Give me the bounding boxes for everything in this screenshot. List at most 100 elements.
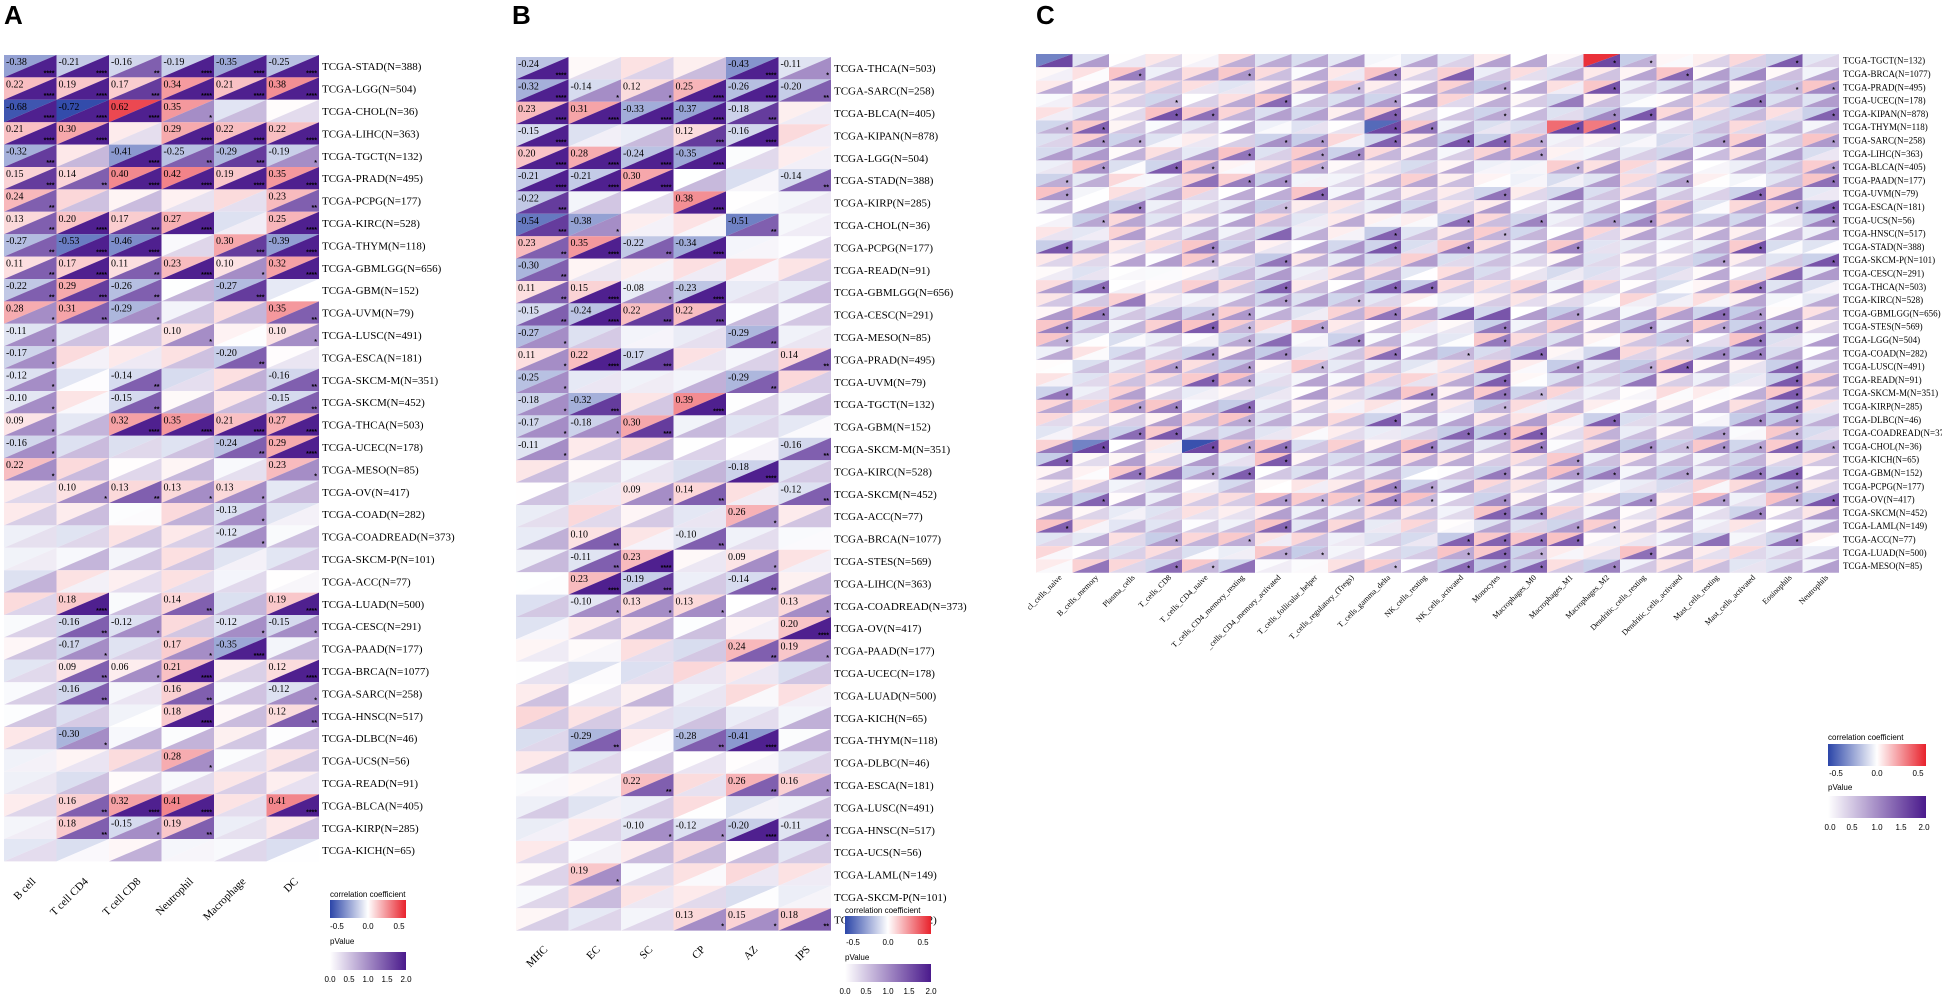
significance-stars: **** — [306, 250, 317, 257]
heatmap-pvalue-triangle — [778, 325, 831, 349]
heatmap-pvalue-triangle — [1182, 187, 1219, 201]
heatmap-corr-triangle — [1109, 466, 1146, 480]
heatmap-corr-triangle — [1145, 492, 1182, 507]
heatmap-pvalue-triangle — [1547, 253, 1584, 267]
significance-stars: **** — [96, 608, 107, 615]
heatmap-pvalue-triangle — [1510, 80, 1547, 94]
heatmap-pvalue-triangle — [1401, 293, 1438, 307]
heatmap-corr-triangle — [161, 234, 214, 257]
row-label: TCGA-LIHC(N=363) — [1843, 149, 1923, 159]
heatmap-corr-triangle — [161, 301, 214, 324]
significance-stars: * — [1285, 499, 1288, 506]
heatmap-corr-triangle — [1109, 519, 1146, 533]
heatmap-pvalue-triangle — [673, 527, 726, 550]
heatmap-pvalue-triangle — [109, 503, 162, 526]
significance-stars: ** — [312, 406, 318, 413]
heatmap-pvalue-triangle — [726, 527, 779, 550]
heatmap-pvalue-triangle — [778, 773, 831, 797]
heatmap-pvalue-triangle — [1693, 386, 1730, 400]
heatmap-corr-triangle — [1802, 559, 1839, 573]
heatmap-corr-triangle — [1364, 226, 1401, 241]
heatmap-corr-triangle — [1474, 359, 1511, 374]
heatmap-pvalue-triangle — [673, 258, 726, 281]
heatmap-pvalue-triangle — [4, 615, 57, 638]
heatmap-pvalue-triangle — [568, 773, 621, 797]
heatmap-pvalue-triangle — [1182, 213, 1219, 227]
heatmap-pvalue-triangle — [1656, 333, 1693, 347]
heatmap-corr-triangle — [1036, 226, 1073, 241]
heatmap-corr-triangle — [1510, 559, 1547, 573]
significance-stars: * — [1066, 326, 1069, 333]
heatmap-corr-triangle — [1437, 532, 1474, 547]
row-label: TCGA-BLCA(N=405) — [1843, 162, 1926, 172]
cell-value-label: 0.10 — [164, 326, 182, 337]
heatmap-corr-triangle — [673, 863, 726, 886]
significance-stars: **** — [201, 429, 212, 436]
significance-stars: * — [1613, 473, 1616, 480]
heatmap-pvalue-triangle — [726, 191, 779, 214]
significance-stars: * — [1504, 552, 1507, 559]
row-label: TCGA-OV(N=417) — [1843, 495, 1915, 505]
heatmap-corr-triangle — [1583, 532, 1620, 547]
cell-value-label: 0.35 — [269, 169, 287, 180]
heatmap-pvalue-triangle — [1510, 187, 1547, 201]
heatmap-pvalue-triangle — [1401, 120, 1438, 134]
heatmap-pvalue-triangle — [1145, 506, 1182, 520]
heatmap-pvalue-triangle — [109, 525, 162, 548]
heatmap-pvalue-triangle — [109, 234, 162, 257]
heatmap-pvalue-triangle — [1802, 200, 1839, 214]
significance-stars: * — [1540, 446, 1543, 453]
heatmap-pvalue-triangle — [1693, 120, 1730, 134]
heatmap-corr-triangle — [214, 279, 267, 302]
row-label: TCGA-SKCM(N=452) — [834, 489, 937, 501]
heatmap-corr-triangle — [1766, 240, 1803, 254]
cell-value-label: 0.39 — [676, 395, 694, 406]
heatmap-pvalue-triangle — [1766, 479, 1803, 493]
heatmap-pvalue-triangle — [1182, 359, 1219, 374]
heatmap-corr-triangle — [214, 525, 267, 548]
heatmap-corr-triangle — [568, 751, 621, 774]
heatmap-pvalue-triangle — [1510, 346, 1547, 360]
heatmap-corr-triangle — [109, 570, 162, 593]
heatmap-corr-triangle — [1437, 93, 1474, 108]
heatmap-pvalue-triangle — [1291, 426, 1328, 440]
heatmap-corr-triangle — [1620, 519, 1657, 533]
heatmap-corr-triangle — [161, 525, 214, 548]
heatmap-corr-triangle — [1072, 492, 1109, 507]
heatmap-pvalue-triangle — [214, 816, 267, 839]
row-label: TCGA-KICH(N=65) — [1843, 455, 1919, 465]
heatmap-corr-triangle — [621, 124, 674, 147]
heatmap-pvalue-triangle — [568, 213, 621, 237]
heatmap-corr-triangle — [673, 482, 726, 505]
heatmap-corr-triangle — [161, 413, 214, 436]
heatmap-pvalue-triangle — [1510, 306, 1547, 320]
heatmap-pvalue-triangle — [1510, 147, 1547, 161]
heatmap-corr-triangle — [1547, 559, 1584, 573]
panel-letter-b: B — [512, 0, 531, 30]
heatmap-pvalue-triangle — [1510, 479, 1547, 493]
heatmap-pvalue-triangle — [621, 258, 674, 281]
heatmap-corr-triangle — [1802, 519, 1839, 533]
row-label: TCGA-KIRP(N=285) — [834, 198, 931, 210]
heatmap-pvalue-triangle — [1437, 559, 1474, 573]
heatmap-pvalue-triangle — [1474, 439, 1511, 453]
heatmap-pvalue-triangle — [1729, 399, 1766, 414]
heatmap-pvalue-triangle — [1072, 492, 1109, 507]
heatmap-pvalue-triangle — [568, 79, 621, 102]
heatmap-corr-triangle — [1218, 466, 1255, 480]
heatmap-pvalue-triangle — [56, 570, 109, 593]
heatmap-pvalue-triangle — [1255, 426, 1292, 440]
cell-value-label: 0.30 — [216, 236, 234, 247]
heatmap-pvalue-triangle — [214, 794, 267, 817]
significance-stars: * — [1467, 247, 1470, 254]
heatmap-pvalue-triangle — [214, 211, 267, 235]
legend-a-p-tick: 1.5 — [381, 975, 393, 984]
heatmap-pvalue-triangle — [266, 301, 319, 324]
heatmap-corr-triangle — [1364, 187, 1401, 201]
cell-value-label: 0.10 — [571, 529, 589, 540]
heatmap-pvalue-triangle — [516, 594, 569, 617]
heatmap-pvalue-triangle — [109, 391, 162, 414]
heatmap-pvalue-triangle — [1182, 306, 1219, 320]
legend-b-corr-tick: -0.5 — [846, 938, 860, 947]
significance-stars: * — [1321, 366, 1324, 373]
